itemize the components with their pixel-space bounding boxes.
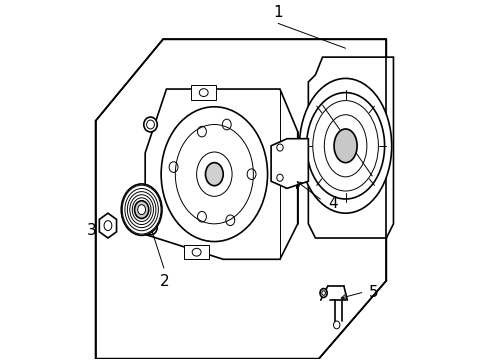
Text: 5: 5 (368, 285, 378, 301)
Ellipse shape (134, 201, 148, 219)
Polygon shape (145, 89, 297, 259)
Text: 1: 1 (273, 5, 283, 20)
Polygon shape (184, 245, 208, 259)
Polygon shape (99, 213, 116, 238)
Ellipse shape (161, 107, 267, 242)
Polygon shape (308, 57, 393, 238)
Ellipse shape (205, 163, 223, 186)
Text: 2: 2 (160, 274, 169, 289)
Ellipse shape (143, 220, 157, 235)
Polygon shape (270, 139, 308, 188)
Ellipse shape (306, 93, 384, 199)
Text: 4: 4 (327, 196, 337, 211)
Ellipse shape (333, 129, 356, 163)
Ellipse shape (138, 205, 145, 215)
Polygon shape (191, 85, 216, 100)
Ellipse shape (121, 184, 162, 235)
Polygon shape (95, 39, 386, 359)
Ellipse shape (319, 289, 326, 297)
Ellipse shape (143, 117, 157, 132)
Text: 3: 3 (87, 223, 97, 238)
Ellipse shape (299, 78, 391, 213)
